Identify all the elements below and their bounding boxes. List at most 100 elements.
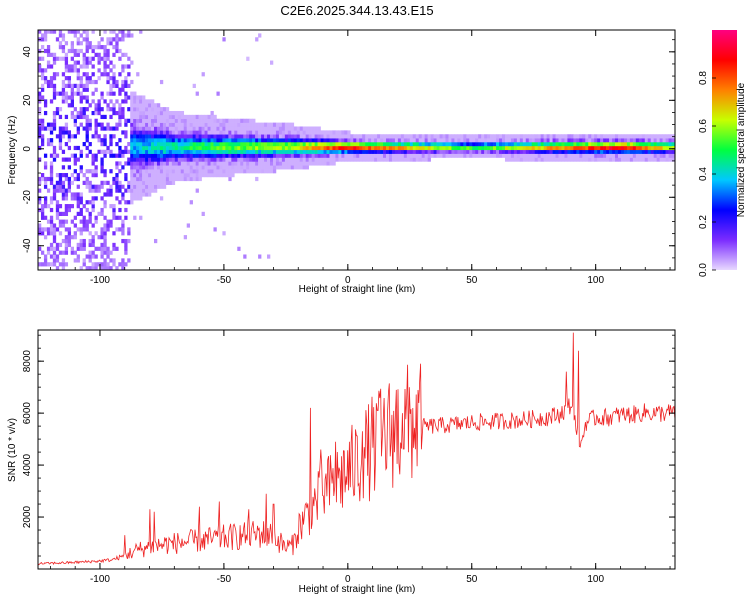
- spectrogram-cell: [439, 145, 443, 151]
- spectrogram-cell: [115, 37, 119, 42]
- spectrogram-cell: [118, 149, 122, 154]
- spectrogram-cell: [222, 122, 226, 127]
- spectrogram-cell: [88, 79, 92, 85]
- spectrogram-cell: [88, 238, 92, 244]
- spectrogram-cell: [293, 145, 298, 151]
- spectrogram-cell: [228, 149, 232, 154]
- spectrogram-cell: [275, 149, 280, 154]
- spectrogram-cell: [617, 145, 622, 151]
- spectrogram-cell: [79, 192, 83, 197]
- spectrogram-cell: [154, 157, 158, 162]
- spectrogram-cell: [67, 242, 72, 248]
- spectrogram-cell: [380, 134, 384, 139]
- spectrogram-cell: [287, 122, 292, 127]
- spectrogram-cell: [213, 149, 217, 154]
- spectrogram-cell: [106, 56, 110, 61]
- spectrogram-cell: [359, 138, 363, 143]
- spectrogram-cell: [347, 145, 351, 151]
- spectrogram-cell: [281, 153, 286, 158]
- spectrogram-cell: [418, 142, 422, 147]
- spectrogram-cell: [40, 215, 45, 220]
- spectrogram-cell: [189, 118, 193, 123]
- spectrogram-cell: [272, 138, 277, 143]
- spectrogram-cell: [76, 37, 80, 42]
- spectrogram-cell: [365, 134, 369, 139]
- spectrogram-cell: [617, 138, 622, 143]
- spectrogram-cell: [115, 188, 119, 193]
- spectrogram-cell: [451, 149, 455, 154]
- spectrogram-cell: [189, 138, 193, 143]
- spectrogram-cell: [100, 161, 104, 166]
- spectrogram-cell: [195, 161, 199, 166]
- spectrogram-cell: [466, 134, 470, 139]
- spectrogram-cell: [124, 161, 128, 166]
- spectrogram-cell: [145, 157, 149, 162]
- spectrogram-cell: [121, 238, 125, 244]
- spectrogram-cell: [73, 68, 77, 73]
- spectrogram-cell: [406, 134, 411, 139]
- spectrogram-cell: [415, 157, 420, 162]
- spectrogram-cell: [427, 145, 431, 151]
- spectrogram-cell: [64, 250, 69, 255]
- spectrogram-cell: [97, 110, 101, 116]
- spectrogram-cell: [216, 138, 220, 143]
- spectrogram-cell: [61, 157, 66, 162]
- spectrogram-cell: [183, 149, 188, 154]
- spectrogram-cell: [165, 107, 170, 112]
- spectrogram-cell: [397, 142, 402, 147]
- spectrogram-cell: [136, 103, 140, 108]
- spectrogram-cell: [189, 200, 193, 205]
- spectrogram-cell: [46, 48, 51, 54]
- spectrogram-cell: [501, 134, 506, 139]
- spectrogram-cell: [159, 130, 164, 135]
- spectrogram-cell: [305, 126, 309, 131]
- spectrogram-cell: [115, 126, 119, 131]
- spectrogram-cell: [409, 138, 414, 143]
- spectrogram-cell: [121, 130, 125, 135]
- spectrogram-cell: [275, 138, 280, 143]
- spectrogram-cell: [195, 173, 199, 178]
- spectrogram-cell: [38, 64, 42, 69]
- spectrogram-cell: [52, 56, 57, 61]
- spectrogram-cell: [204, 134, 208, 139]
- spectrogram-cell: [561, 157, 565, 162]
- spectrogram-cell: [124, 79, 128, 85]
- spectrogram-cell: [659, 142, 663, 147]
- spectrogram-cell: [103, 72, 107, 77]
- spectrogram-cell: [40, 204, 45, 209]
- spectrogram-cell: [136, 192, 140, 197]
- spectrogram-cell: [154, 184, 158, 189]
- spectrogram-cell: [103, 169, 107, 174]
- spectrogram-cell: [148, 145, 152, 151]
- spectrogram-cell: [100, 184, 104, 189]
- spectrogram-cell: [629, 134, 634, 139]
- spectrogram-cell: [165, 122, 170, 127]
- spectrogram-cell: [540, 149, 544, 154]
- spectrogram-cell: [570, 153, 574, 158]
- spectrogram-cell: [112, 180, 116, 185]
- spectrogram-cell: [210, 114, 214, 120]
- spectrogram-cell: [145, 180, 149, 185]
- spectrogram-cell: [278, 142, 283, 147]
- spectrogram-cell: [58, 204, 63, 209]
- spectrogram-cell: [323, 161, 327, 166]
- spectrogram-cell: [118, 138, 122, 143]
- spectrogram-cell: [356, 142, 360, 147]
- spectrogram-cell: [436, 142, 440, 147]
- spectrogram-cell: [186, 223, 190, 228]
- spectrogram-cell: [204, 165, 208, 170]
- spectrogram-cell: [472, 138, 476, 143]
- spectrogram-cell: [118, 188, 122, 193]
- spectrogram-cell: [58, 173, 63, 178]
- spectrogram-cell: [49, 153, 54, 158]
- spectrogram-cell: [353, 138, 357, 143]
- spectrogram-cell: [148, 134, 152, 139]
- spectrogram-cell: [204, 145, 208, 151]
- spectrogram-cell: [267, 161, 271, 166]
- spectrogram-cell: [448, 145, 452, 151]
- spectrogram-cell: [249, 134, 253, 139]
- spectrogram-cell: [133, 149, 137, 154]
- spectrogram-cell: [70, 173, 74, 178]
- spectrogram-cell: [255, 149, 259, 154]
- spectrogram-cell: [403, 134, 408, 139]
